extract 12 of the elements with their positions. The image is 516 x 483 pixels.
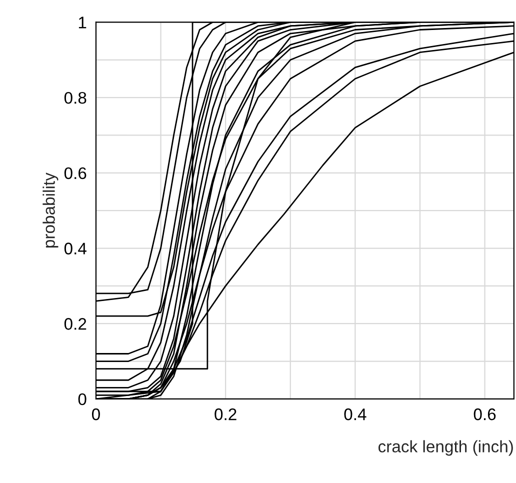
- y-tick-label: 0.2: [64, 318, 86, 330]
- x-tick-label: 0.2: [214, 408, 236, 420]
- x-axis-title: crack length (inch): [378, 440, 513, 456]
- y-tick-label: 0.4: [64, 242, 86, 254]
- x-tick-label: 0.6: [474, 408, 496, 420]
- y-tick-label: 0.6: [64, 167, 86, 180]
- y-tick-label: 0.8: [64, 92, 86, 104]
- x-tick-label: 0.4: [344, 408, 366, 420]
- x-tick-label: 0: [92, 408, 100, 420]
- y-tick-label: 0: [78, 393, 86, 406]
- y-axis-title: probability: [42, 172, 58, 248]
- y-tick-label: 1: [78, 16, 86, 28]
